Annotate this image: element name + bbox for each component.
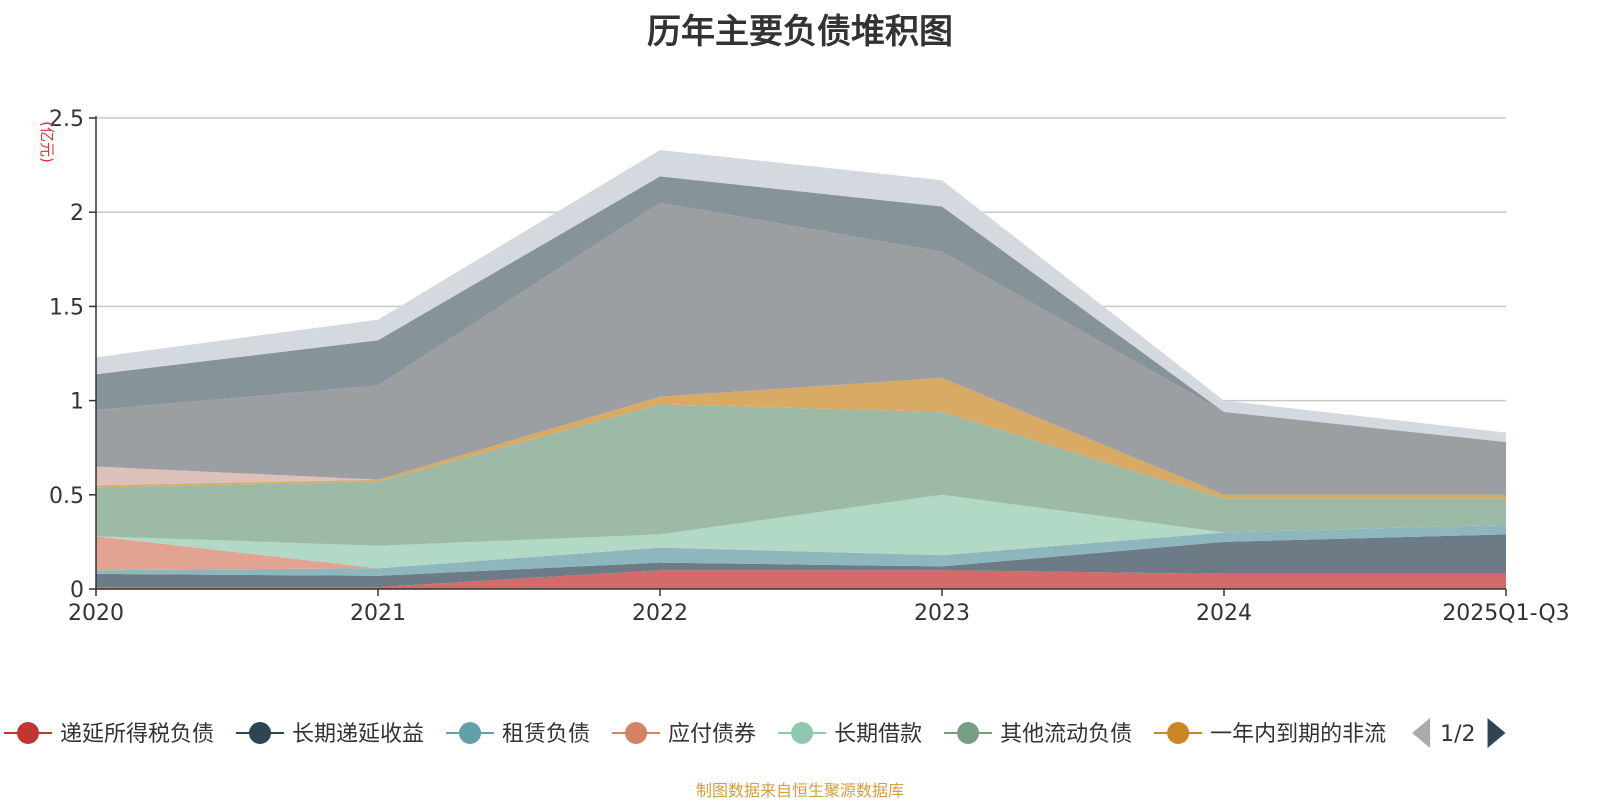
y-tick-label: 1 bbox=[70, 390, 84, 415]
legend-item-label[interactable]: 长期借款 bbox=[834, 722, 922, 747]
legend-item-label[interactable]: 应付债券 bbox=[668, 722, 756, 747]
x-tick-label: 2023 bbox=[914, 601, 970, 626]
area-series-8 bbox=[96, 202, 1506, 495]
legend-marker bbox=[957, 722, 980, 744]
area-series-1 bbox=[96, 534, 1506, 588]
area-series-0 bbox=[96, 570, 1506, 589]
x-tick-label: 2020 bbox=[68, 601, 124, 626]
legend-marker bbox=[791, 722, 814, 744]
chart-title: 历年主要负债堆积图 bbox=[647, 12, 953, 52]
x-tick-label: 2021 bbox=[350, 601, 406, 626]
y-axis-unit-label: (亿元) bbox=[38, 121, 56, 163]
y-tick-label: 0 bbox=[70, 578, 84, 603]
y-tick-label: 0.5 bbox=[49, 484, 84, 509]
source-note: 制图数据来自恒生聚源数据库 bbox=[695, 781, 904, 800]
area-series-2 bbox=[96, 524, 1506, 576]
legend-next-page-icon[interactable] bbox=[1487, 718, 1506, 748]
legend-marker bbox=[249, 722, 272, 744]
y-tick-label: 2 bbox=[70, 201, 84, 226]
x-tick-label: 2025Q1-Q3 bbox=[1442, 601, 1569, 626]
legend-item-label[interactable]: 租赁负债 bbox=[502, 722, 590, 747]
x-tick-label: 2024 bbox=[1196, 601, 1252, 626]
y-tick-label: 2.5 bbox=[49, 107, 84, 132]
legend: 递延所得税负债 长期递延收益 租赁负债 应付债券 长期借款 其他流动负债 一年内到期的非流 1… bbox=[4, 718, 1506, 748]
area-series-4 bbox=[96, 494, 1506, 569]
legend-item-label[interactable]: 一年内到期的非流 bbox=[1210, 722, 1386, 747]
legend-marker bbox=[625, 722, 648, 744]
legend-prev-page-icon[interactable] bbox=[1412, 718, 1431, 748]
legend-item-label[interactable]: 其他流动负债 bbox=[1000, 722, 1132, 747]
legend-marker bbox=[459, 722, 482, 744]
legend-page-indicator: 1/2 bbox=[1440, 722, 1475, 747]
area-series-6 bbox=[96, 378, 1506, 499]
area-series-3 bbox=[96, 524, 1506, 571]
area-series-5 bbox=[96, 404, 1506, 546]
y-tick-label: 1.5 bbox=[49, 295, 84, 320]
legend-marker bbox=[17, 722, 39, 744]
axis-layer: 0 0.5 1 1.5 2 2.5 2020 2021 2022 2023 2024 2025Q1-Q… bbox=[38, 107, 1570, 626]
legend-item-label[interactable]: 长期递延收益 bbox=[292, 722, 424, 747]
legend-item-label[interactable]: 递延所得税负债 bbox=[60, 722, 214, 747]
area-layer bbox=[96, 150, 1506, 589]
legend-marker bbox=[1167, 722, 1190, 744]
x-tick-label: 2022 bbox=[632, 601, 688, 626]
